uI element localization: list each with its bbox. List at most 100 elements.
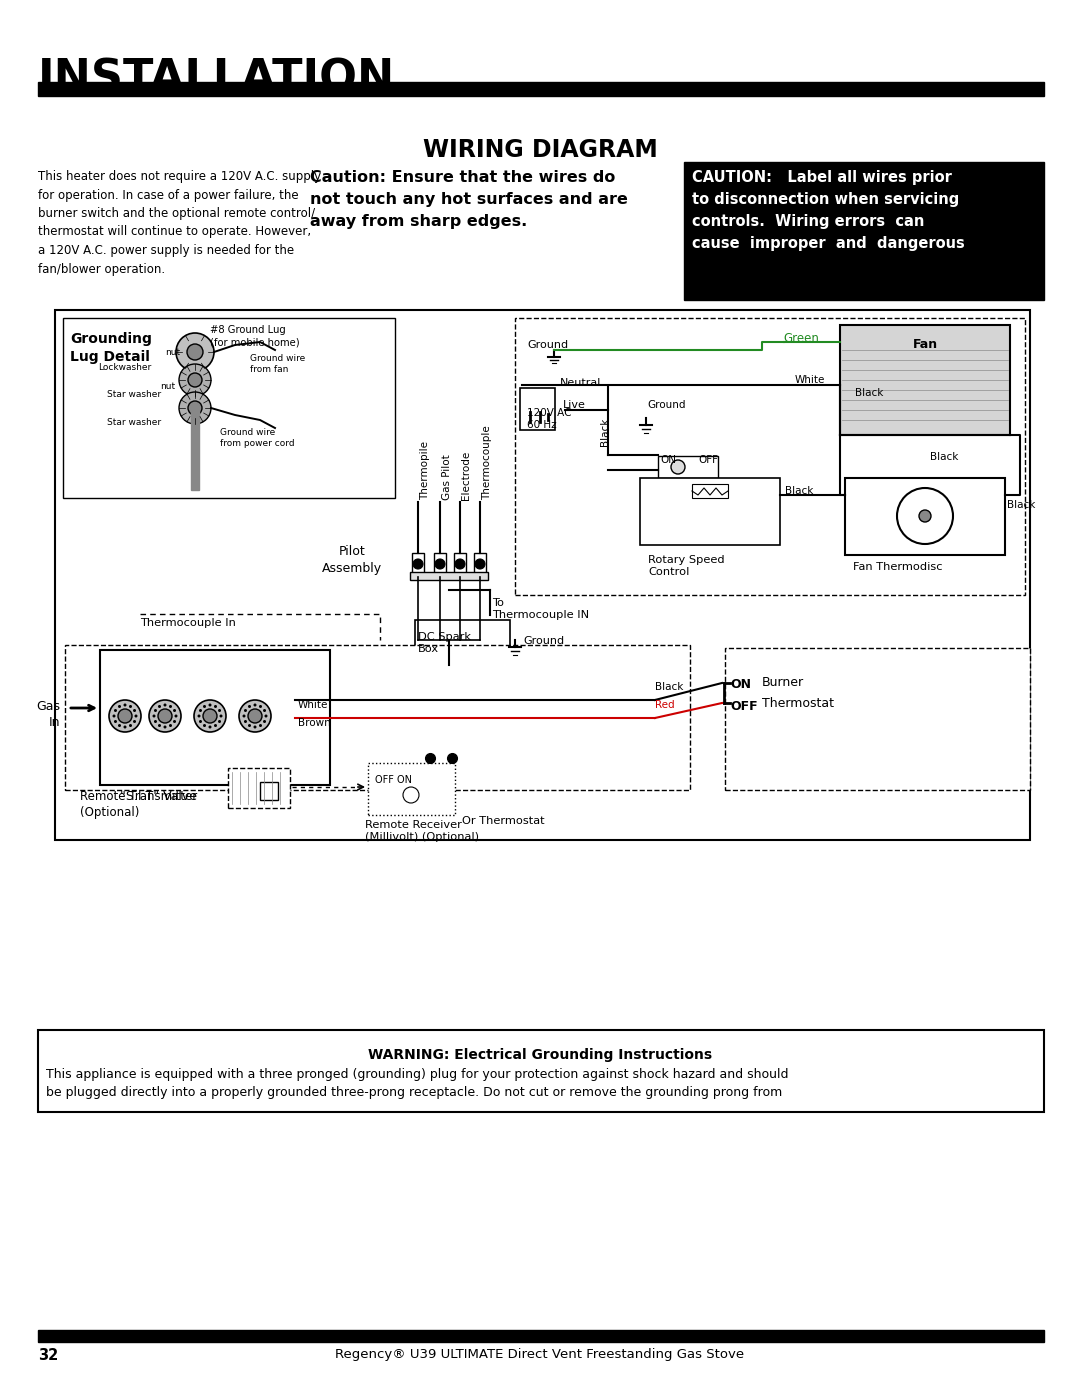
Text: Thermopile: Thermopile [420, 441, 430, 500]
Bar [191, 409, 199, 490]
Bar [410, 571, 488, 580]
Circle shape [413, 559, 423, 569]
Circle shape [203, 710, 217, 724]
Bar [38, 82, 1044, 96]
Text: 32: 32 [38, 1348, 58, 1363]
Circle shape [265, 714, 268, 718]
Text: Star washer: Star washer [107, 418, 161, 427]
Text: Ground: Ground [647, 400, 686, 409]
Bar [434, 553, 446, 576]
Circle shape [203, 724, 206, 726]
Circle shape [118, 724, 121, 726]
Circle shape [112, 714, 116, 718]
Text: Ground: Ground [523, 636, 564, 645]
Text: #8 Ground Lug
(for mobile home): #8 Ground Lug (for mobile home) [210, 326, 299, 348]
Text: Star washer: Star washer [107, 390, 161, 400]
Text: Brown: Brown [298, 718, 330, 728]
Circle shape [168, 724, 172, 726]
Circle shape [158, 724, 161, 726]
Text: WIRING DIAGRAM: WIRING DIAGRAM [422, 138, 658, 162]
Circle shape [214, 724, 217, 726]
Circle shape [897, 488, 953, 543]
Circle shape [187, 344, 203, 360]
Circle shape [208, 725, 212, 728]
Circle shape [244, 719, 247, 724]
Text: To
Thermocouple IN: To Thermocouple IN [492, 598, 589, 620]
Circle shape [154, 719, 157, 724]
Text: Pilot
Assembly: Pilot Assembly [322, 545, 382, 576]
Bar [519, 388, 555, 430]
Circle shape [188, 373, 202, 387]
Circle shape [259, 705, 262, 708]
Text: "S.I.T" Valve: "S.I.T" Valve [120, 789, 197, 803]
Circle shape [243, 714, 245, 718]
Text: 120V AC
60 Hz: 120V AC 60 Hz [527, 408, 571, 430]
Text: This heater does not require a 120V A.C. supply
for operation. In case of a powe: This heater does not require a 120V A.C.… [38, 170, 321, 275]
Text: Remote Transmitter
(Optional): Remote Transmitter (Optional) [80, 789, 198, 819]
Bar [840, 326, 1010, 434]
Text: Black: Black [785, 486, 813, 496]
Circle shape [244, 710, 247, 712]
Circle shape [199, 710, 202, 712]
Circle shape [129, 724, 132, 726]
Text: Burner: Burner [762, 676, 805, 689]
Text: Green: Green [783, 332, 819, 345]
Circle shape [435, 559, 445, 569]
Text: Black: Black [855, 388, 883, 398]
Text: Caution: Ensure that the wires do
not touch any hot surfaces and are
away from s: Caution: Ensure that the wires do not to… [310, 170, 627, 229]
Circle shape [158, 710, 172, 724]
Bar [415, 620, 510, 659]
Text: Fan Thermodisc: Fan Thermodisc [853, 562, 943, 571]
Text: OFF: OFF [698, 455, 718, 465]
Circle shape [176, 332, 214, 372]
Text: Thermocouple In: Thermocouple In [140, 617, 235, 629]
Circle shape [248, 705, 251, 708]
Circle shape [254, 725, 257, 728]
Text: Neutral: Neutral [561, 379, 602, 388]
Circle shape [264, 710, 266, 712]
Text: Black: Black [600, 418, 610, 447]
Bar [65, 645, 690, 789]
Circle shape [264, 719, 266, 724]
Text: Lockwasher: Lockwasher [98, 363, 151, 372]
Circle shape [218, 710, 221, 712]
Bar [454, 553, 465, 576]
Text: CAUTION:   Label all wires prior
to disconnection when servicing
controls.  Wiri: CAUTION: Label all wires prior to discon… [692, 170, 964, 251]
Circle shape [109, 700, 141, 732]
Circle shape [199, 719, 202, 724]
Circle shape [248, 710, 262, 724]
Text: ON: ON [730, 678, 751, 692]
Circle shape [158, 705, 161, 708]
Text: Grounding
Lug Detail: Grounding Lug Detail [70, 332, 152, 365]
Bar [38, 1330, 1044, 1343]
Circle shape [214, 705, 217, 708]
Circle shape [671, 460, 685, 474]
Circle shape [168, 705, 172, 708]
Bar [515, 319, 1025, 595]
Text: Or Thermostat: Or Thermostat [462, 816, 544, 826]
Circle shape [135, 714, 137, 718]
Text: White: White [795, 374, 825, 386]
Bar [845, 478, 1005, 555]
Bar [684, 162, 1044, 300]
Text: Black: Black [930, 453, 958, 462]
Bar [725, 648, 1030, 789]
Circle shape [218, 719, 221, 724]
Circle shape [455, 559, 465, 569]
Circle shape [114, 719, 117, 724]
Bar [658, 455, 718, 478]
Circle shape [163, 704, 166, 707]
Text: Ground: Ground [527, 339, 568, 351]
Text: Gas
In: Gas In [36, 700, 60, 729]
Text: nut: nut [160, 381, 175, 391]
Text: WARNING: Electrical Grounding Instructions: WARNING: Electrical Grounding Instructio… [368, 1048, 712, 1062]
Circle shape [254, 704, 257, 707]
Circle shape [133, 710, 136, 712]
Circle shape [118, 705, 121, 708]
Bar [640, 478, 780, 545]
Text: White: White [298, 700, 328, 710]
Text: Gas Pilot: Gas Pilot [442, 454, 453, 500]
Circle shape [179, 393, 211, 425]
Circle shape [118, 710, 132, 724]
Circle shape [219, 714, 222, 718]
